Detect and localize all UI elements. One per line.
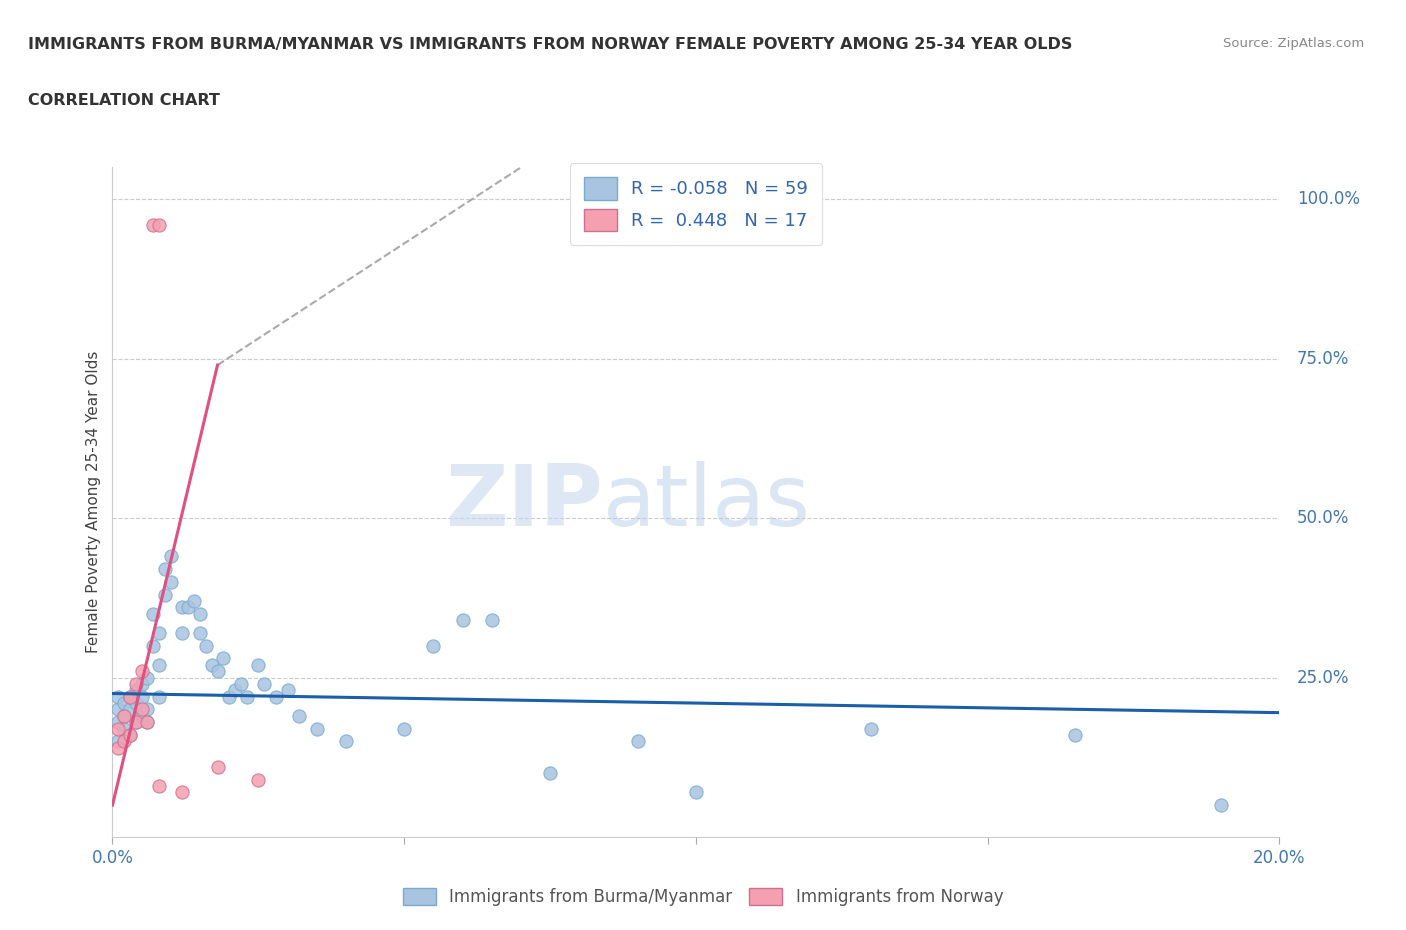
Point	[626, 734, 648, 749]
Point	[112, 721, 135, 736]
Point	[247, 658, 270, 672]
Point	[125, 676, 148, 691]
Point	[172, 600, 194, 615]
Text: atlas: atlas	[603, 460, 811, 544]
Point	[118, 689, 141, 704]
Point	[107, 734, 129, 749]
Point	[125, 715, 148, 730]
Point	[118, 702, 141, 717]
Point	[136, 702, 159, 717]
Point	[118, 727, 141, 742]
Point	[131, 702, 153, 717]
Point	[264, 689, 287, 704]
Point	[107, 715, 129, 730]
Point	[148, 689, 170, 704]
Point	[107, 702, 129, 717]
Point	[207, 664, 229, 679]
Point	[859, 721, 883, 736]
Point	[148, 218, 170, 232]
Point	[136, 715, 159, 730]
Point	[183, 593, 205, 608]
Point	[172, 785, 194, 800]
Text: CORRELATION CHART: CORRELATION CHART	[28, 93, 219, 108]
Point	[253, 676, 276, 691]
Point	[538, 765, 561, 780]
Point	[142, 606, 165, 621]
Point	[148, 658, 170, 672]
Point	[107, 740, 129, 755]
Point	[201, 658, 224, 672]
Text: 75.0%: 75.0%	[1296, 350, 1350, 367]
Text: 25.0%: 25.0%	[1296, 669, 1350, 686]
Point	[118, 689, 141, 704]
Point	[112, 709, 135, 724]
Point	[288, 709, 311, 724]
Text: Source: ZipAtlas.com: Source: ZipAtlas.com	[1223, 37, 1364, 50]
Point	[235, 689, 257, 704]
Point	[112, 696, 135, 711]
Point	[125, 696, 148, 711]
Point	[1209, 798, 1232, 813]
Text: IMMIGRANTS FROM BURMA/MYANMAR VS IMMIGRANTS FROM NORWAY FEMALE POVERTY AMONG 25-: IMMIGRANTS FROM BURMA/MYANMAR VS IMMIGRA…	[28, 37, 1073, 52]
Point	[207, 760, 229, 775]
Point	[1064, 727, 1087, 742]
Point	[276, 683, 298, 698]
Point	[392, 721, 416, 736]
Text: 100.0%: 100.0%	[1296, 191, 1360, 208]
Point	[136, 715, 159, 730]
Point	[188, 606, 211, 621]
Point	[107, 689, 129, 704]
Point	[685, 785, 707, 800]
Point	[142, 638, 165, 653]
Point	[335, 734, 357, 749]
Text: 50.0%: 50.0%	[1296, 509, 1350, 527]
Point	[224, 683, 246, 698]
Point	[131, 709, 153, 724]
Point	[112, 734, 135, 749]
Point	[153, 562, 176, 577]
Point	[153, 587, 176, 602]
Point	[160, 549, 183, 564]
Point	[148, 626, 170, 641]
Point	[481, 613, 503, 628]
Point	[131, 664, 153, 679]
Point	[194, 638, 217, 653]
Point	[131, 689, 153, 704]
Point	[112, 709, 135, 724]
Point	[422, 638, 444, 653]
Point	[188, 626, 211, 641]
Point	[218, 689, 240, 704]
Point	[107, 721, 129, 736]
Point	[247, 772, 270, 787]
Point	[172, 626, 194, 641]
Point	[305, 721, 328, 736]
Point	[148, 778, 170, 793]
Point	[131, 676, 153, 691]
Legend: Immigrants from Burma/Myanmar, Immigrants from Norway: Immigrants from Burma/Myanmar, Immigrant…	[396, 881, 1010, 912]
Point	[125, 715, 148, 730]
Point	[136, 671, 159, 685]
Legend: R = -0.058   N = 59, R =  0.448   N = 17: R = -0.058 N = 59, R = 0.448 N = 17	[569, 163, 823, 245]
Point	[177, 600, 200, 615]
Point	[125, 683, 148, 698]
Point	[160, 575, 183, 590]
Point	[212, 651, 235, 666]
Text: ZIP: ZIP	[444, 460, 603, 544]
Point	[118, 727, 141, 742]
Point	[229, 676, 252, 691]
Point	[451, 613, 474, 628]
Y-axis label: Female Poverty Among 25-34 Year Olds: Female Poverty Among 25-34 Year Olds	[86, 351, 101, 654]
Point	[142, 218, 165, 232]
